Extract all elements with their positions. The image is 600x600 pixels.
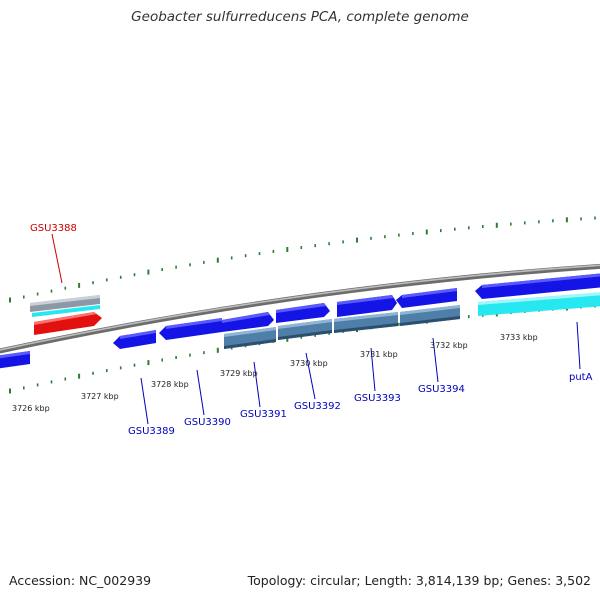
left-pointing-genes — [0, 318, 222, 369]
gene-arrow-gsu3392[interactable] — [276, 303, 330, 323]
kbp-label: 3733 kbp — [500, 333, 538, 342]
label-leaders — [51, 233, 581, 425]
reverse-strand-genes — [224, 305, 460, 349]
gene-arrow-puta[interactable] — [475, 273, 600, 299]
gene-gsu3388-grey[interactable] — [30, 295, 100, 312]
gene-label-gsu3392[interactable]: GSU3392 — [294, 401, 341, 412]
gene-gsu3388-selected[interactable] — [34, 312, 102, 335]
gene-label-gsu3390[interactable]: GSU3390 — [184, 417, 231, 428]
gene-label-gsu3391[interactable]: GSU3391 — [240, 409, 287, 420]
gene-arrow-gsu3389[interactable] — [113, 330, 156, 349]
kbp-label: 3727 kbp — [81, 392, 119, 401]
gene-gsu3394-lower[interactable] — [400, 305, 460, 326]
kbp-label: 3730 kbp — [290, 359, 328, 368]
kbp-label: 3732 kbp — [430, 341, 468, 350]
kbp-label: 3729 kbp — [220, 369, 258, 378]
gene-arrow-a[interactable] — [222, 312, 274, 332]
gene-gsu3393-lower[interactable] — [334, 312, 398, 333]
kbp-scale-labels: 3726 kbp 3727 kbp 3728 kbp 3729 kbp 3730… — [12, 333, 538, 413]
kbp-label: 3731 kbp — [360, 350, 398, 359]
gene-arrow-gsu3390[interactable] — [159, 318, 222, 340]
gene-gsu3392-lower[interactable] — [278, 319, 332, 340]
map-title: Geobacter sulfurreducens PCA, complete g… — [131, 9, 469, 25]
gene-arrow-left-edge[interactable] — [0, 351, 30, 369]
gene-label-gsu3388[interactable]: GSU3388 — [30, 223, 77, 234]
gene-arrow-gsu3394[interactable] — [396, 288, 457, 308]
tick-row-upper — [9, 216, 596, 303]
accession-text: Accession: NC_002939 — [9, 573, 152, 588]
gene-label-puta[interactable]: putA — [569, 372, 593, 383]
kbp-label: 3726 kbp — [12, 404, 50, 413]
gene-label-gsu3393[interactable]: GSU3393 — [354, 393, 401, 404]
forward-strand-genes — [30, 273, 600, 335]
gene-puta-cyan[interactable] — [478, 292, 600, 316]
gene-arrow-gsu3393[interactable] — [337, 295, 397, 317]
gene-gsu3388-cyan[interactable] — [32, 305, 100, 317]
kbp-label: 3728 kbp — [151, 380, 189, 389]
gene-label-gsu3394[interactable]: GSU3394 — [418, 384, 465, 395]
backbone — [0, 263, 600, 354]
gene-name-labels: GSU3388 GSU3389 GSU3390 GSU3391 GSU3392 … — [30, 223, 593, 437]
gene-label-gsu3389[interactable]: GSU3389 — [128, 426, 175, 437]
gene-gsu3391-lower[interactable] — [224, 327, 276, 349]
genome-summary-text: Topology: circular; Length: 3,814,139 bp… — [247, 573, 591, 588]
